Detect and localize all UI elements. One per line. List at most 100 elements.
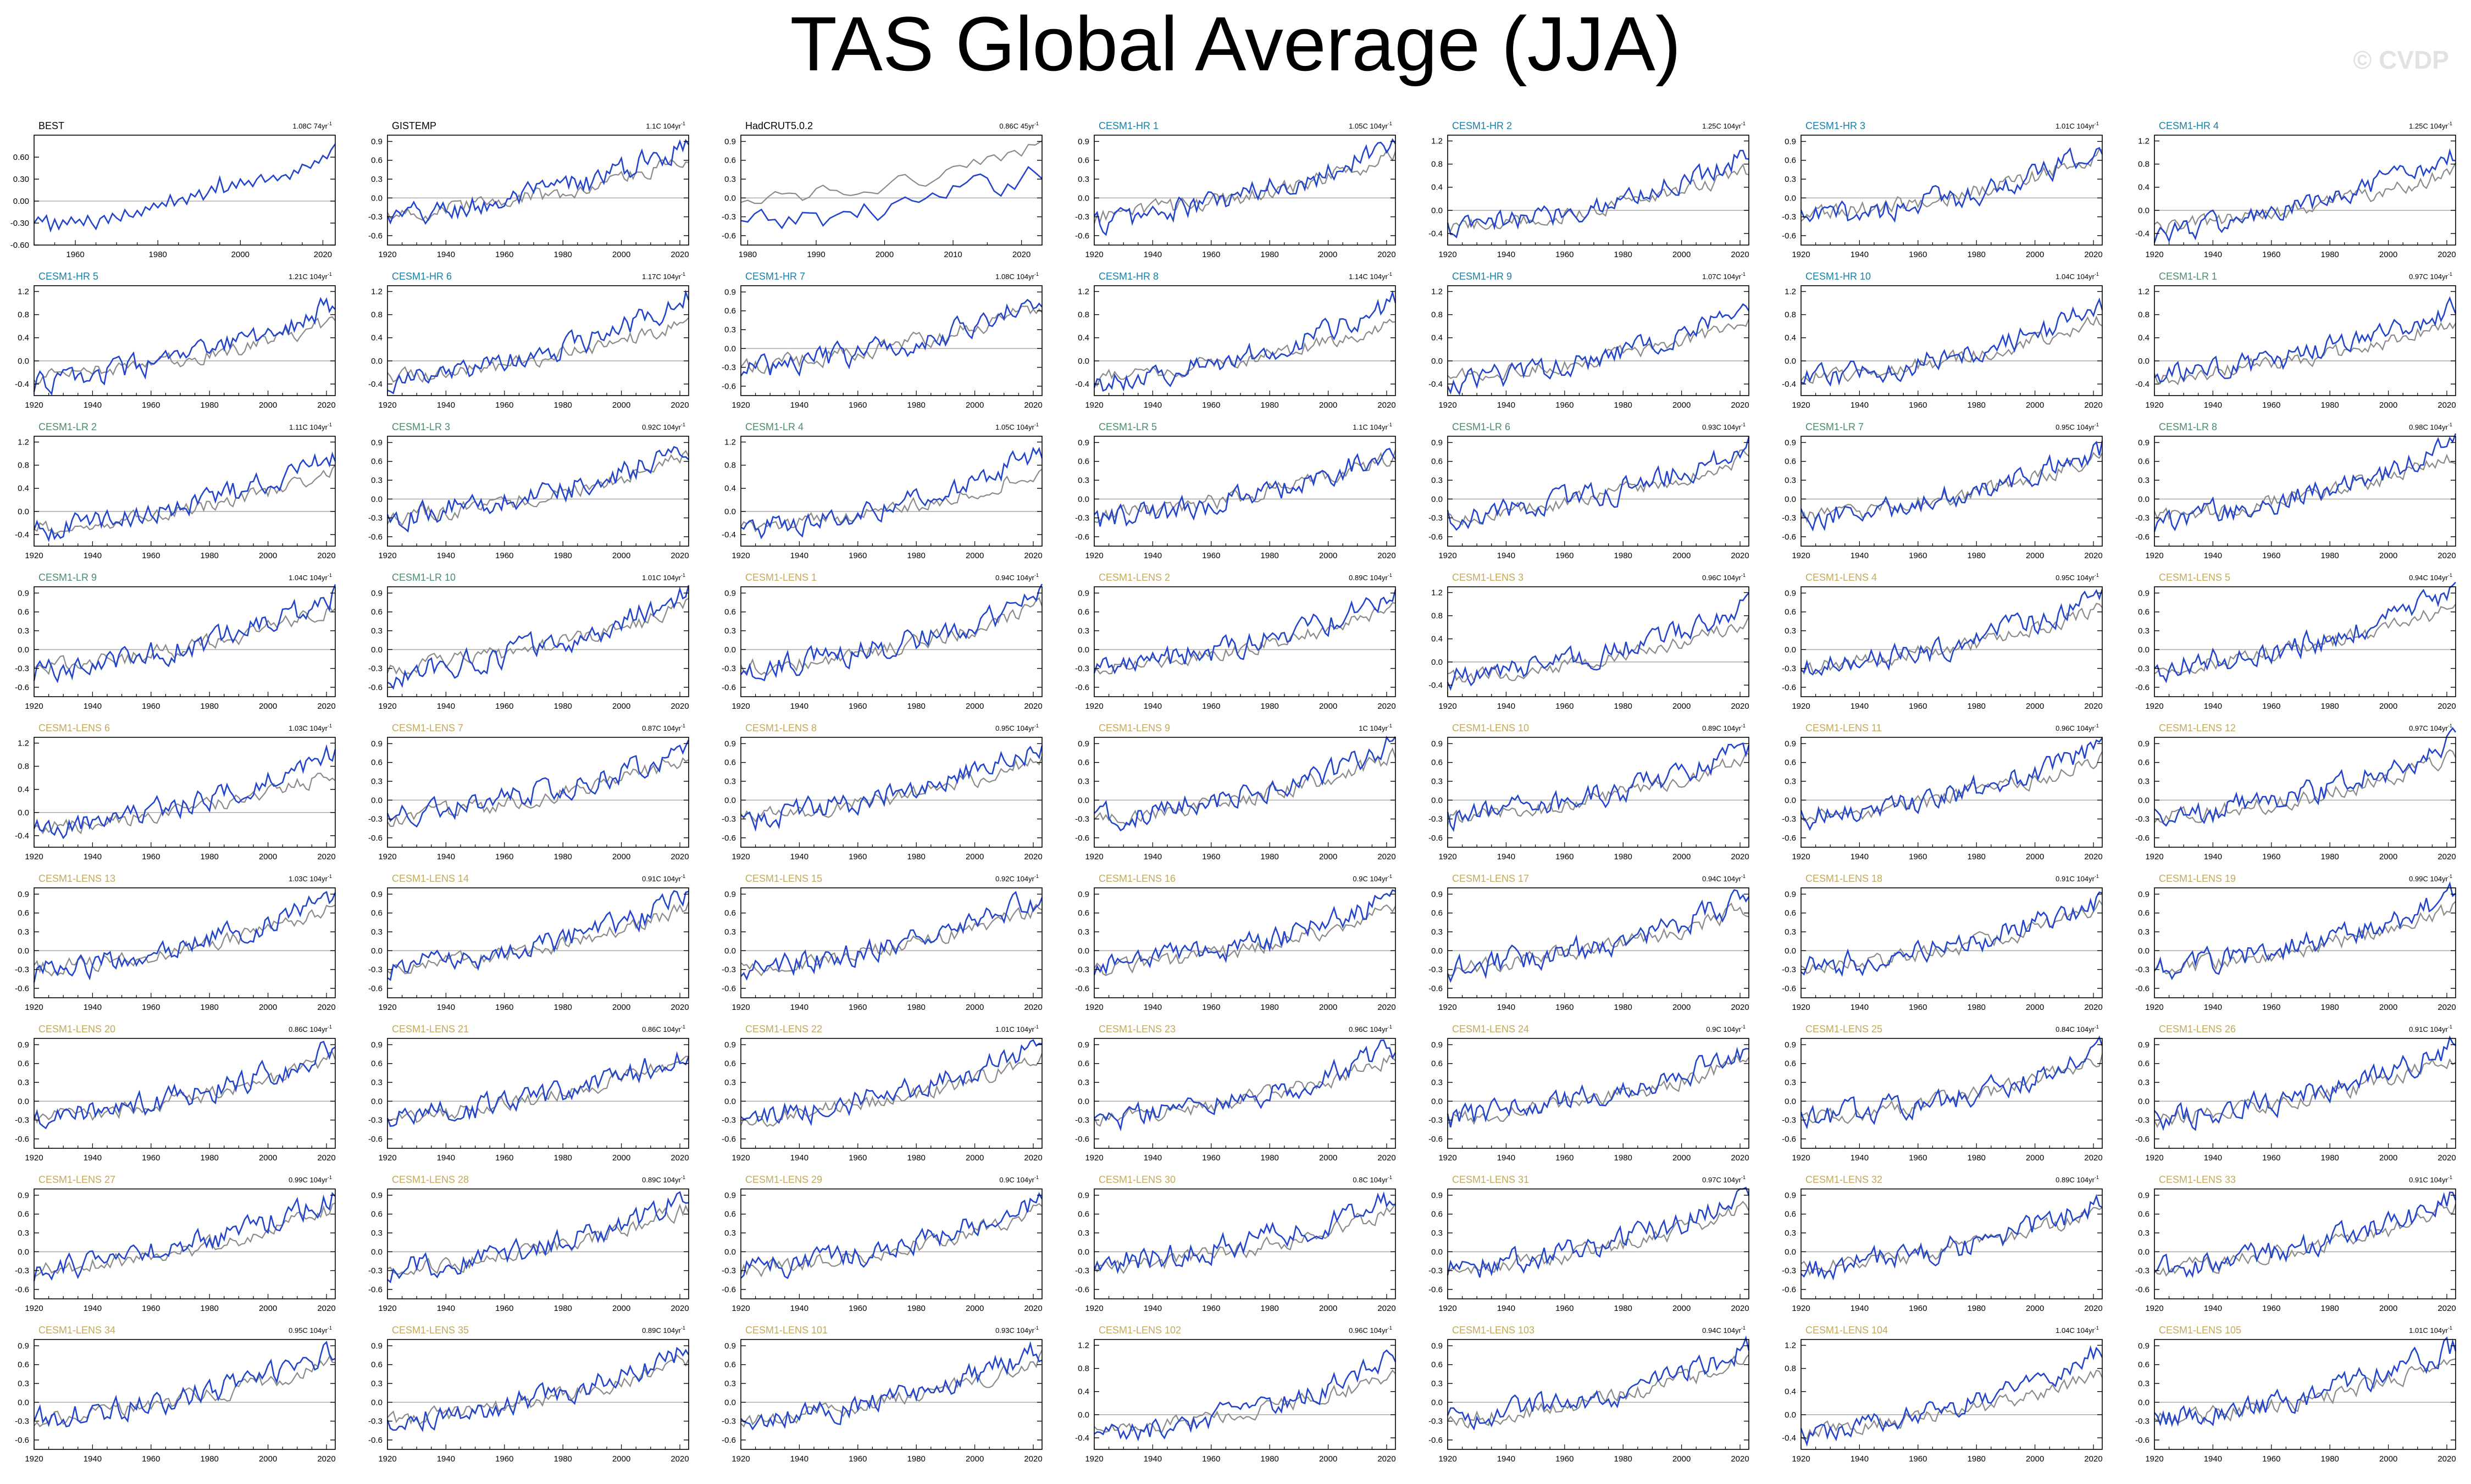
x-tick-label: 2020 bbox=[1024, 1304, 1042, 1313]
x-tick-label: 1920 bbox=[1438, 401, 1456, 410]
x-tick-label: 1920 bbox=[1438, 1454, 1456, 1464]
plot-frame bbox=[1800, 285, 2103, 396]
x-tick-label: 1960 bbox=[1202, 1454, 1220, 1464]
x-tick-label: 1980 bbox=[2321, 1454, 2339, 1464]
panel-title: CESM1-LENS 28 bbox=[392, 1174, 469, 1185]
panel-title: CESM1-LR 8 bbox=[2159, 421, 2217, 432]
x-tick-label: 1920 bbox=[1085, 551, 1103, 560]
y-tick-label: -0.6 bbox=[1782, 683, 1796, 692]
x-tick-label: 1920 bbox=[25, 1454, 43, 1464]
panel-title: CESM1-LENS 2 bbox=[1099, 572, 1170, 583]
panel-title: CESM1-LENS 105 bbox=[2159, 1325, 2241, 1336]
reference-line bbox=[1447, 902, 1749, 976]
y-tick-label: -0.3 bbox=[1075, 514, 1089, 523]
reference-line bbox=[34, 604, 336, 675]
x-tick-label: 1960 bbox=[2262, 702, 2280, 711]
panel-title: CESM1-LR 2 bbox=[38, 421, 97, 432]
x-tick-label: 1920 bbox=[1438, 250, 1456, 259]
panel-title: CESM1-LENS 104 bbox=[1805, 1325, 1888, 1336]
member-line bbox=[740, 583, 1043, 682]
x-tick-label: 1940 bbox=[1144, 551, 1162, 560]
trend-label: 1C 104yr-1 bbox=[1359, 723, 1392, 732]
y-tick-label: 0.9 bbox=[371, 1040, 383, 1049]
x-tick-label: 1980 bbox=[1261, 401, 1279, 410]
y-tick-label: -0.3 bbox=[368, 514, 383, 523]
member-line bbox=[1093, 138, 1397, 236]
y-tick-label: 1.2 bbox=[18, 739, 29, 748]
trend-label: 0.96C 104yr-1 bbox=[1349, 1024, 1392, 1033]
y-tick-label: -0.3 bbox=[1075, 664, 1089, 674]
x-tick-label: 1980 bbox=[554, 1153, 572, 1163]
panel-32: CESM1-LENS 9 1C 104yr-1 0.9 0.6 0.3 0.0 -0.3 -0… bbox=[1075, 722, 1397, 862]
trend-label: 1.07C 104yr-1 bbox=[1702, 271, 1746, 281]
x-tick-label: 2020 bbox=[2084, 551, 2102, 560]
panel-40: CESM1-LENS 17 0.94C 104yr-1 0.9 0.6 0.3 0.0 -0… bbox=[1428, 873, 1750, 1012]
x-tick-label: 1980 bbox=[201, 852, 219, 862]
plot-frame bbox=[740, 135, 1043, 246]
x-tick-label: 1940 bbox=[437, 401, 455, 410]
x-tick-label: 1940 bbox=[1497, 551, 1515, 560]
x-tick-label: 2000 bbox=[2379, 702, 2397, 711]
y-tick-label: 0.6 bbox=[18, 608, 29, 617]
panel-title: CESM1-LENS 19 bbox=[2159, 873, 2236, 884]
y-tick-label: 0.6 bbox=[724, 156, 736, 165]
x-tick-label: 1980 bbox=[2321, 1003, 2339, 1012]
y-tick-label: -0.6 bbox=[1428, 833, 1443, 843]
plot-frame bbox=[740, 887, 1043, 998]
trend-label: 1.17C 104yr-1 bbox=[642, 271, 685, 281]
trend-label: 0.9C 104yr-1 bbox=[1706, 1024, 1746, 1033]
panel-title: CESM1-LENS 33 bbox=[2159, 1174, 2236, 1185]
y-tick-label: -0.3 bbox=[1075, 1116, 1089, 1125]
y-tick-label: 0.0 bbox=[1785, 946, 1796, 955]
y-tick-label: -0.6 bbox=[368, 231, 383, 241]
x-tick-label: 2020 bbox=[1377, 401, 1395, 410]
y-tick-label: 0.9 bbox=[371, 890, 383, 899]
x-tick-label: 2020 bbox=[1024, 551, 1042, 560]
y-tick-label: -0.4 bbox=[1075, 1433, 1089, 1443]
y-tick-label: 0.0 bbox=[1078, 494, 1089, 504]
x-tick-label: 2020 bbox=[2084, 1153, 2102, 1163]
y-tick-label: 0.0 bbox=[1078, 1097, 1089, 1106]
x-tick-label: 1960 bbox=[1555, 1003, 1574, 1012]
trend-label: 0.95C 104yr-1 bbox=[289, 1325, 332, 1335]
x-tick-label: 1980 bbox=[2321, 401, 2339, 410]
x-tick-label: 2020 bbox=[1024, 1454, 1042, 1464]
y-tick-label: 0.3 bbox=[1785, 777, 1796, 786]
x-tick-label: 2020 bbox=[1377, 1153, 1395, 1163]
y-tick-label: -0.4 bbox=[15, 380, 29, 389]
y-tick-label: -0.6 bbox=[722, 1135, 736, 1144]
x-tick-label: 1980 bbox=[201, 1153, 219, 1163]
x-tick-label: 1980 bbox=[1614, 852, 1632, 862]
x-tick-label: 1960 bbox=[1909, 1153, 1927, 1163]
reference-line bbox=[387, 901, 690, 975]
x-tick-label: 2020 bbox=[317, 852, 335, 862]
x-tick-label: 2020 bbox=[2084, 1304, 2102, 1313]
y-tick-label: -0.6 bbox=[368, 532, 383, 542]
panel-title: CESM1-LENS 31 bbox=[1452, 1174, 1529, 1185]
x-tick-label: 1990 bbox=[807, 250, 825, 259]
y-tick-label: -0.3 bbox=[368, 1266, 383, 1276]
x-tick-label: 2020 bbox=[1012, 250, 1030, 259]
y-tick-label: 0.0 bbox=[1785, 645, 1796, 654]
x-tick-label: 2000 bbox=[2379, 401, 2397, 410]
x-tick-label: 2000 bbox=[1319, 401, 1337, 410]
x-tick-label: 1940 bbox=[790, 852, 808, 862]
x-tick-label: 2000 bbox=[2026, 702, 2044, 711]
x-tick-label: 2000 bbox=[1672, 702, 1691, 711]
member-line bbox=[740, 1341, 1043, 1431]
x-tick-label: 1920 bbox=[2145, 250, 2163, 259]
y-tick-label: -0.3 bbox=[2135, 965, 2149, 975]
trend-label: 0.86C 104yr-1 bbox=[289, 1024, 332, 1033]
panel-title: CESM1-LENS 3 bbox=[1452, 572, 1523, 583]
panel-14: CESM1-LR 1 0.97C 104yr-1 1.2 0.8 0.4 0.0 -0.4 1… bbox=[2135, 271, 2457, 410]
y-tick-label: 1.2 bbox=[371, 287, 383, 297]
reference-line bbox=[1094, 602, 1396, 675]
x-tick-label: 2000 bbox=[612, 1454, 630, 1464]
x-tick-label: 2020 bbox=[1731, 1454, 1749, 1464]
x-tick-label: 2000 bbox=[1319, 1304, 1337, 1313]
plot-frame bbox=[1094, 586, 1396, 697]
trend-label: 0.91C 104yr-1 bbox=[642, 874, 685, 883]
x-tick-label: 1980 bbox=[2321, 250, 2339, 259]
panel-31: CESM1-LENS 8 0.95C 104yr-1 0.9 0.6 0.3 0.0 -0.… bbox=[722, 722, 1043, 862]
y-tick-label: -0.3 bbox=[368, 664, 383, 674]
